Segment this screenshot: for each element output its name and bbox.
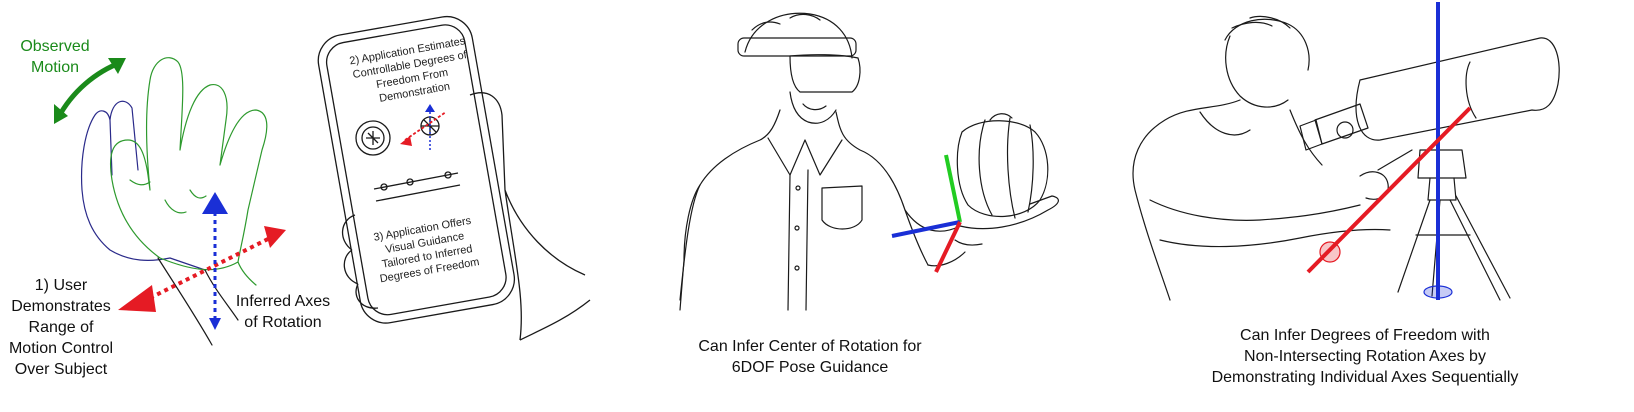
inferred-axis-blue-head-top bbox=[202, 192, 228, 214]
user-demonstrates-line-1: 1) User bbox=[34, 277, 88, 294]
panel2-caption-line-2: 6DOF Pose Guidance bbox=[731, 359, 889, 376]
panel1-hand-illustration bbox=[80, 57, 268, 346]
inferred-axis-blue-head-bottom bbox=[209, 318, 221, 330]
inferred-axis-red bbox=[149, 236, 271, 300]
panel2-vr-illustration bbox=[679, 12, 1059, 311]
user-demonstrates-line-3: Range of bbox=[28, 319, 94, 336]
panel3-caption: Can Infer Degrees of Freedom with Non-In… bbox=[1185, 325, 1545, 388]
observed-motion-line-1: Observed bbox=[20, 38, 90, 55]
phone-icon-axis-red bbox=[404, 111, 447, 141]
telescope-axis-red bbox=[1306, 106, 1472, 274]
observed-motion-arrowhead-bottom bbox=[54, 104, 68, 124]
inferred-axis-red-head-left bbox=[118, 285, 156, 312]
phone-illustration bbox=[317, 15, 591, 341]
inferred-axes-label: Inferred Axes of Rotation bbox=[228, 291, 338, 333]
inferred-axes-line-2: of Rotation bbox=[244, 314, 322, 331]
phone-icon-axis-up bbox=[425, 104, 435, 112]
inferred-axes-line-1: Inferred Axes bbox=[235, 293, 331, 310]
panel3-caption-line-2: Non-Intersecting Rotation Axes by bbox=[1244, 348, 1486, 365]
user-demonstrates-label: 1) User Demonstrates Range of Motion Con… bbox=[0, 275, 122, 380]
pose-axis-green bbox=[944, 154, 962, 223]
panel2-caption-line-1: Can Infer Center of Rotation for bbox=[698, 338, 922, 355]
panel3-telescope-illustration bbox=[1132, 15, 1560, 301]
pose-axis-red bbox=[934, 221, 962, 273]
user-demonstrates-line-2: Demonstrates bbox=[11, 298, 111, 315]
user-demonstrates-line-4: Motion Control bbox=[8, 340, 114, 357]
observed-motion-line-2: Motion bbox=[30, 59, 80, 76]
panel3-caption-line-1: Can Infer Degrees of Freedom with bbox=[1240, 327, 1490, 344]
observed-motion-arrowhead-top bbox=[108, 58, 126, 74]
pose-axis-blue bbox=[891, 220, 961, 238]
user-demonstrates-line-5: Over Subject bbox=[14, 361, 108, 378]
telescope-rotation-red bbox=[1319, 241, 1341, 263]
inferred-axis-red-head-right bbox=[264, 226, 286, 248]
observed-motion-label: Observed Motion bbox=[10, 36, 100, 78]
telescope-rotation-blue bbox=[1423, 285, 1453, 299]
panel2-caption: Can Infer Center of Rotation for 6DOF Po… bbox=[640, 336, 980, 378]
panel3-caption-line-3: Demonstrating Individual Axes Sequential… bbox=[1211, 369, 1519, 386]
phone-icon-axis-red-head bbox=[400, 136, 412, 146]
